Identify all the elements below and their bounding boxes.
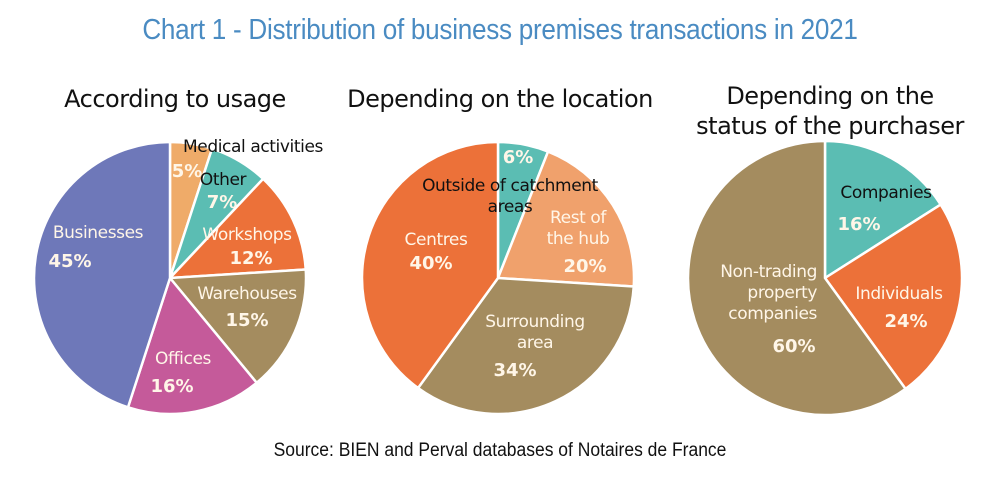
- pie-purchaser: Companies 16% Individuals 24% Non-trading pro…: [686, 139, 964, 417]
- pie-location: Outside of catchment areas 6% Rest of the hu…: [360, 140, 636, 416]
- pie-usage-title: According to usage: [40, 84, 310, 114]
- pie-purchaser-title-line2: status of the purchaser: [696, 112, 964, 140]
- value-non-trading-property-companies: 60%: [772, 336, 815, 357]
- value-businesses: 45%: [48, 251, 91, 272]
- value-offices: 16%: [150, 376, 193, 397]
- value-medical-activities: 5%: [172, 161, 203, 182]
- value-individuals: 24%: [884, 311, 927, 332]
- label-individuals: Individuals: [855, 284, 943, 304]
- label-workshops: Workshops: [202, 225, 292, 245]
- value-companies: 16%: [837, 214, 880, 235]
- label-outside-of-catchment-areas: Outside of catchment areas: [422, 176, 599, 217]
- value-warehouses: 15%: [225, 310, 268, 331]
- source-note: Source: BIEN and Perval databases of Not…: [273, 440, 727, 461]
- pie-location-title-text: Depending on the location: [347, 85, 653, 113]
- value-surrounding-area: 34%: [493, 360, 536, 381]
- slice-centres: [360, 140, 500, 390]
- label-medical-activities: Medical activities: [183, 137, 324, 157]
- slice-companies: [823, 139, 943, 281]
- pie-purchaser-title: Depending on the status of the purchaser: [680, 81, 980, 141]
- value-centres: 40%: [409, 253, 452, 274]
- slice-rest-of-the-hub: [496, 149, 636, 288]
- label-warehouses: Warehouses: [197, 284, 297, 304]
- label-companies: Companies: [840, 183, 932, 203]
- pie-purchaser-title-line1: Depending on the: [726, 82, 934, 110]
- label-other: Other: [200, 170, 247, 190]
- label-businesses: Businesses: [53, 223, 144, 243]
- slice-surrounding-area: [416, 276, 636, 416]
- value-outside-of-catchment-areas: 6%: [503, 147, 534, 168]
- slice-workshops: [166, 177, 308, 280]
- value-workshops: 12%: [229, 248, 272, 269]
- label-surrounding-area: Surrounding area: [485, 312, 585, 353]
- slice-non-trading-property-companies: [686, 139, 908, 417]
- label-non-trading-property-companies: Non-trading property companies: [720, 262, 817, 324]
- label-rest-of-the-hub: Rest of the hub: [547, 208, 610, 249]
- value-rest-of-the-hub: 20%: [563, 256, 606, 277]
- label-offices: Offices: [155, 349, 211, 369]
- slice-individuals: [823, 202, 964, 391]
- slice-businesses: [32, 140, 172, 409]
- chart-title: Chart 1 - Distribution of business premi…: [142, 14, 858, 46]
- pie-usage-title-text: According to usage: [64, 85, 286, 113]
- pie-location-title: Depending on the location: [330, 84, 670, 114]
- label-centres: Centres: [405, 230, 468, 250]
- value-other: 7%: [207, 192, 238, 213]
- slice-warehouses: [167, 268, 308, 385]
